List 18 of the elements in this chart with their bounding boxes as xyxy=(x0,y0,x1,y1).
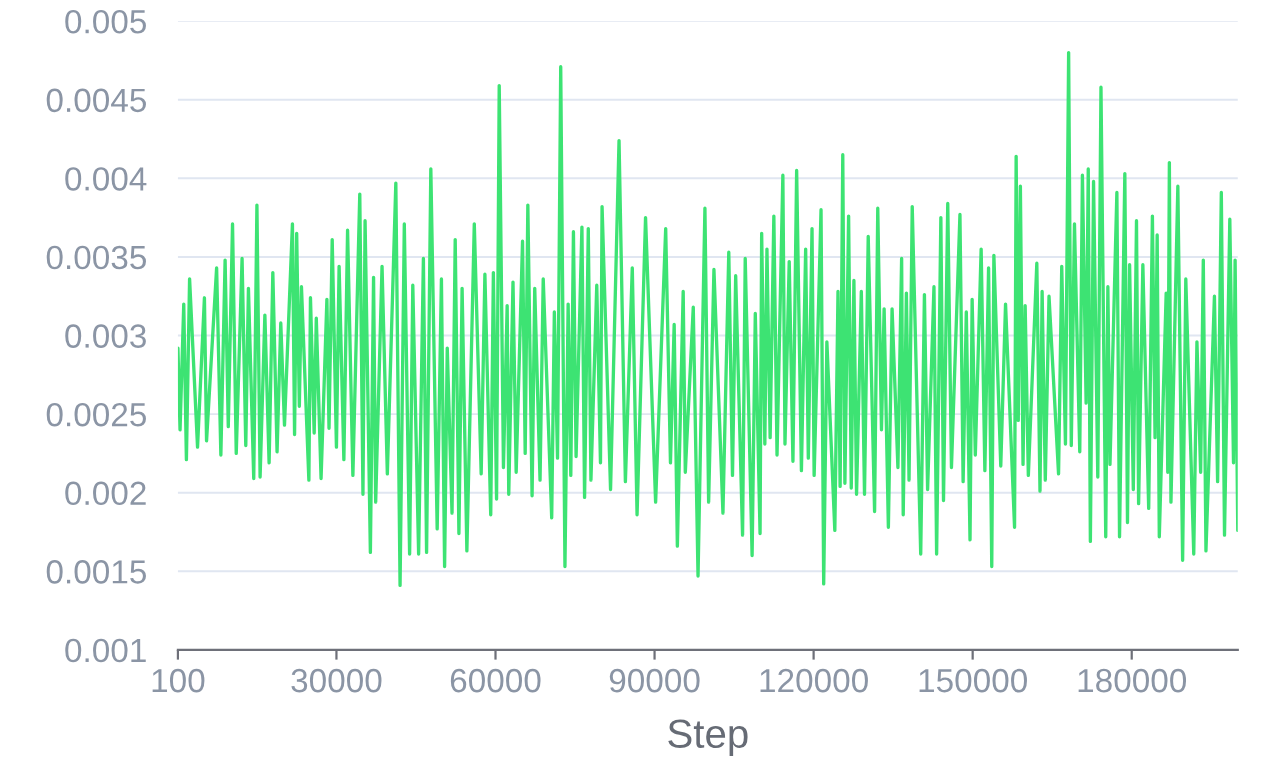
y-tick-label: 0.001 xyxy=(65,638,146,663)
x-tick-label: 100 xyxy=(152,668,205,693)
y-tick-label: 0.0025 xyxy=(46,402,146,427)
y-tick-label: 0.002 xyxy=(65,481,146,506)
x-tick-label: 180000 xyxy=(1078,668,1187,693)
y-tick-label: 0.0015 xyxy=(46,560,146,584)
x-tick-label: 90000 xyxy=(609,668,700,693)
x-axis-title: Step xyxy=(668,719,748,757)
x-tick-label: 120000 xyxy=(760,668,868,693)
y-tick-label: 0.0045 xyxy=(46,88,146,113)
y-tick-label: 0.005 xyxy=(65,9,146,34)
y-tick-label: 0.003 xyxy=(65,324,146,348)
x-tick-label: 150000 xyxy=(919,668,1027,693)
line-series xyxy=(177,50,1238,588)
y-tick-label: 0.0035 xyxy=(46,245,146,270)
x-tick-label: 30000 xyxy=(291,668,382,693)
y-tick-label: 0.004 xyxy=(65,167,147,191)
x-tick-label: 60000 xyxy=(450,668,541,693)
